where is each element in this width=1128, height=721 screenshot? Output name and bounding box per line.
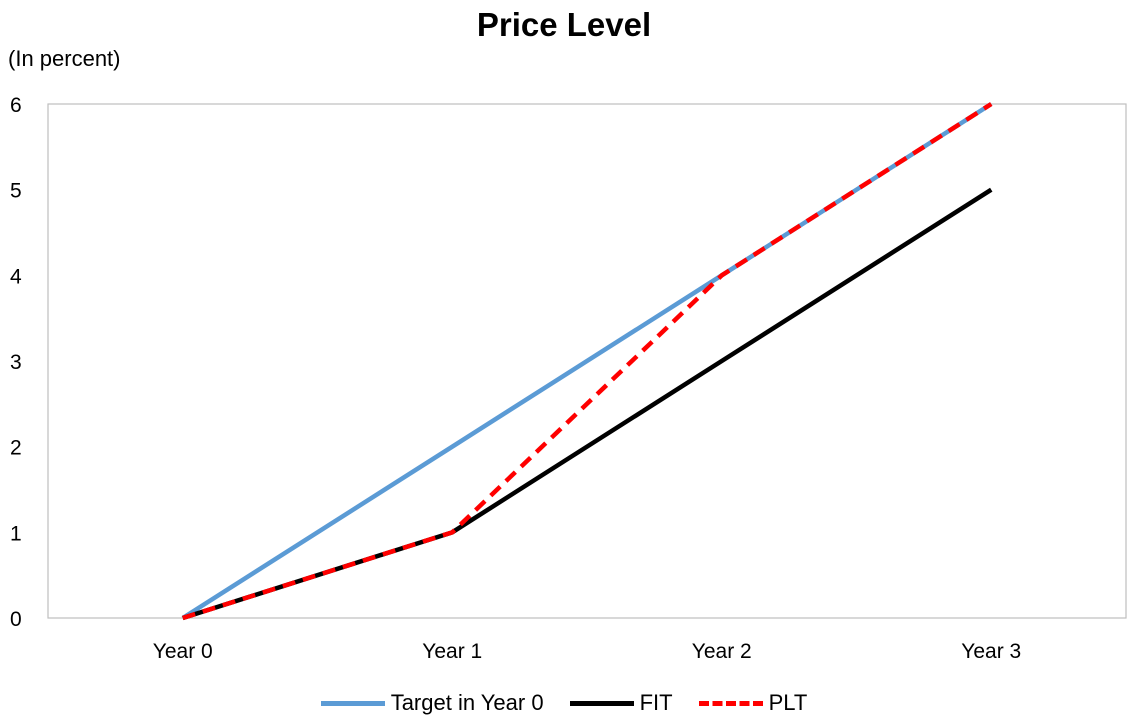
x-tick-label: Year 0	[153, 640, 213, 663]
legend-swatch	[569, 700, 634, 706]
legend-item: Target in Year 0	[320, 690, 544, 716]
x-tick-label: Year 1	[422, 640, 482, 663]
legend-item: FIT	[569, 690, 673, 716]
x-tick-label: Year 3	[961, 640, 1021, 663]
y-tick-label: 2	[10, 437, 22, 460]
plot-area-border	[47, 103, 1127, 619]
legend-swatch	[698, 700, 763, 706]
legend-swatch	[320, 700, 385, 706]
legend-label: FIT	[639, 690, 673, 715]
y-tick-label: 4	[10, 265, 22, 288]
y-tick-label: 6	[10, 94, 22, 117]
legend-label: Target in Year 0	[390, 690, 544, 715]
y-tick-labels: 0 1 2 3 4 5 6	[10, 94, 22, 631]
x-tick-label: Year 2	[692, 640, 752, 663]
y-tick-label: 1	[10, 522, 22, 545]
chart-title: Price Level	[476, 6, 652, 43]
y-tick-label: 3	[10, 351, 22, 374]
series-line-plt	[182, 102, 993, 621]
y-tick-label: 0	[10, 608, 22, 631]
legend-label: PLT	[768, 690, 808, 715]
series-lines	[181, 102, 993, 621]
x-tick-labels: Year 0 Year 1 Year 2 Year 3	[153, 640, 1021, 663]
legend-item: PLT	[698, 690, 808, 716]
legend: Target in Year 0 FIT PLT	[0, 690, 1128, 716]
y-tick-label: 5	[10, 180, 22, 203]
series-line-target-in-year-0	[181, 102, 993, 620]
y-axis-unit-label: (In percent)	[8, 46, 121, 71]
plot-frame	[47, 103, 1127, 619]
series-line-fit	[182, 187, 993, 621]
